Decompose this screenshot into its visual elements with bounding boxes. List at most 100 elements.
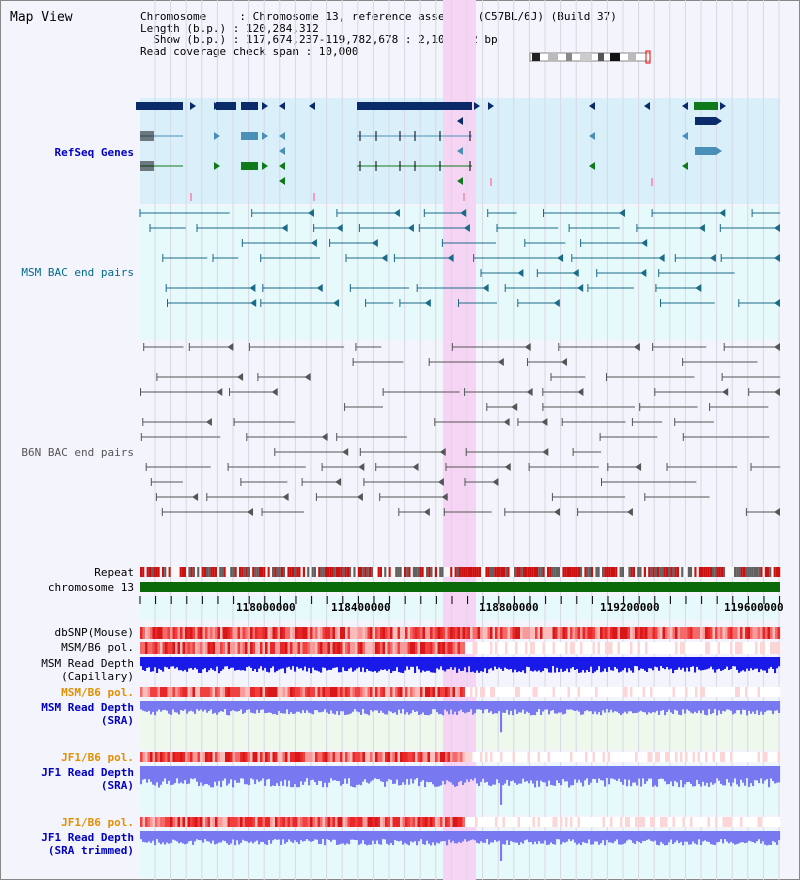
msm-depth-sra-bar — [156, 701, 159, 712]
dbsnp-cell — [142, 627, 146, 639]
jf1-depth-sra-bar — [596, 766, 599, 783]
msm-b6-pol-cell — [330, 642, 333, 654]
dbsnp-cell — [140, 627, 143, 639]
msm-b6-pol-cell — [237, 642, 241, 654]
jf1-b6-pol-cell — [337, 752, 341, 762]
jf1-b6-pol2-cell — [402, 817, 406, 827]
repeat-segment — [305, 567, 308, 577]
jf1-depth-sra-bar — [378, 766, 381, 780]
msm-b6-pol2-cell — [542, 687, 546, 697]
track-label-b6n-bac[interactable]: B6N BAC end pairs — [21, 446, 134, 459]
msm-depth-capillary-bar — [520, 657, 523, 673]
msm-depth-sra-bar — [622, 701, 625, 714]
msm-b6-pol2-cell — [152, 687, 156, 697]
track-label-msm-depth-capillary[interactable]: MSM Read Depth (Capillary) — [0, 657, 134, 683]
msm-b6-pol2-cell — [175, 687, 178, 697]
refseq-marker — [651, 178, 653, 186]
msm-depth-sra-bar — [322, 701, 325, 712]
jf1-b6-pol2-cell — [605, 817, 608, 827]
msm-depth-capillary-bar — [152, 657, 155, 672]
jf1-b6-pol-cell — [142, 752, 146, 762]
msm-b6-pol2-cell — [745, 687, 748, 697]
jf1-b6-pol2-cell — [620, 817, 623, 827]
msm-b6-pol-cell — [667, 642, 671, 654]
chromosome-ideogram[interactable] — [529, 50, 651, 64]
track-label-repeat[interactable]: Repeat — [94, 566, 134, 579]
jf1-depth-sra-bar — [538, 766, 541, 787]
msm-b6-pol2-cell — [522, 687, 526, 697]
track-label-refseq-genes[interactable]: RefSeq Genes — [54, 146, 134, 159]
track-label-jf1-b6-pol-1[interactable]: JF1/B6 pol. — [61, 751, 134, 764]
track-label-jf1-b6-pol-2[interactable]: JF1/B6 pol. — [61, 816, 134, 829]
jf1-b6-pol2-cell — [582, 817, 586, 827]
jf1-depth-sra-bar — [502, 766, 505, 786]
jf1-depth-trim-bar — [778, 831, 781, 841]
repeat-segment — [342, 567, 345, 577]
jf1-b6-pol2-cell — [645, 817, 648, 827]
track-label-jf1-depth-sra[interactable]: JF1 Read Depth (SRA) — [0, 766, 134, 792]
msm-depth-capillary-bar — [440, 657, 443, 667]
track-label-jf1-depth-trimmed[interactable]: JF1 Read Depth (SRA trimmed) — [0, 831, 134, 857]
gene-arrow — [716, 117, 722, 125]
dbsnp-cell — [660, 627, 663, 639]
track-label-chromosome[interactable]: chromosome 13 — [47, 581, 134, 594]
jf1-depth-trim-bar — [636, 831, 639, 841]
msm-depth-capillary-bar — [398, 657, 401, 673]
track-label-msm-depth-sra[interactable]: MSM Read Depth (SRA) — [0, 701, 134, 727]
b6n-bac-end-arrow — [503, 418, 510, 426]
jf1-depth-trim-bar — [510, 831, 513, 842]
msm-depth-sra-bar — [298, 701, 301, 712]
track-label-msm-b6-pol-1[interactable]: MSM/B6 pol. — [61, 641, 134, 654]
dbsnp-cell — [465, 627, 468, 639]
msm-depth-capillary-bar — [418, 657, 421, 670]
repeat-segment — [558, 567, 561, 577]
jf1-b6-pol-cell — [165, 752, 168, 762]
dbsnp-cell — [290, 627, 293, 639]
dbsnp-cell — [532, 627, 536, 639]
repeat-segment — [650, 567, 653, 577]
msm-depth-capillary-bar — [504, 657, 507, 668]
jf1-depth-trim-bar — [572, 831, 575, 840]
track-label-msm-bac[interactable]: MSM BAC end pairs — [21, 266, 134, 279]
repeat-segment — [555, 567, 558, 577]
msm-depth-capillary-bar — [310, 657, 313, 674]
msm-b6-pol-cell — [395, 642, 398, 654]
jf1-depth-sra-bar — [260, 766, 263, 781]
dbsnp-cell — [745, 627, 748, 639]
repeat-segment — [560, 567, 563, 577]
msm-depth-sra-bar — [266, 701, 269, 713]
jf1-depth-trim-bar — [662, 831, 665, 844]
jf1-depth-trim-bar — [752, 831, 755, 842]
jf1-depth-sra-bar — [486, 766, 489, 782]
msm-b6-pol-cell — [485, 642, 488, 654]
repeat-segment — [173, 567, 176, 577]
repeat-segment — [170, 567, 173, 577]
msm-depth-sra-bar — [746, 701, 749, 716]
msm-depth-sra-bar — [302, 701, 305, 711]
msm-b6-pol2-cell — [197, 687, 201, 697]
msm-b6-pol2-cell — [635, 687, 638, 697]
gene-arrow — [682, 102, 688, 110]
jf1-b6-pol2-cell — [165, 817, 168, 827]
jf1-b6-pol-cell — [395, 752, 398, 762]
track-label-dbsnp[interactable]: dbSNP(Mouse) — [54, 626, 134, 639]
jf1-b6-pol-cell — [530, 752, 533, 762]
msm-depth-capillary-bar — [590, 657, 593, 667]
jf1-b6-pol-cell — [207, 752, 211, 762]
jf1-depth-sra-bar — [442, 766, 445, 781]
msm-b6-pol2-cell — [587, 687, 591, 697]
jf1-depth-trim-bar — [342, 831, 345, 844]
jf1-depth-trim-bar — [428, 831, 431, 844]
repeat-segment — [419, 567, 422, 577]
msm-bac-end-arrow — [463, 224, 470, 232]
msm-b6-pol2-cell — [267, 687, 271, 697]
jf1-b6-pol2-cell — [342, 817, 346, 827]
msm-depth-capillary-bar — [396, 657, 399, 668]
jf1-depth-sra-bar — [330, 766, 333, 779]
repeat-segment — [177, 567, 180, 577]
jf1-depth-trim-bar — [158, 831, 161, 843]
refseq-gene-exon — [694, 102, 718, 110]
jf1-b6-pol2-cell — [542, 817, 546, 827]
track-label-msm-b6-pol-2[interactable]: MSM/B6 pol. — [61, 686, 134, 699]
jf1-b6-pol-cell — [292, 752, 296, 762]
